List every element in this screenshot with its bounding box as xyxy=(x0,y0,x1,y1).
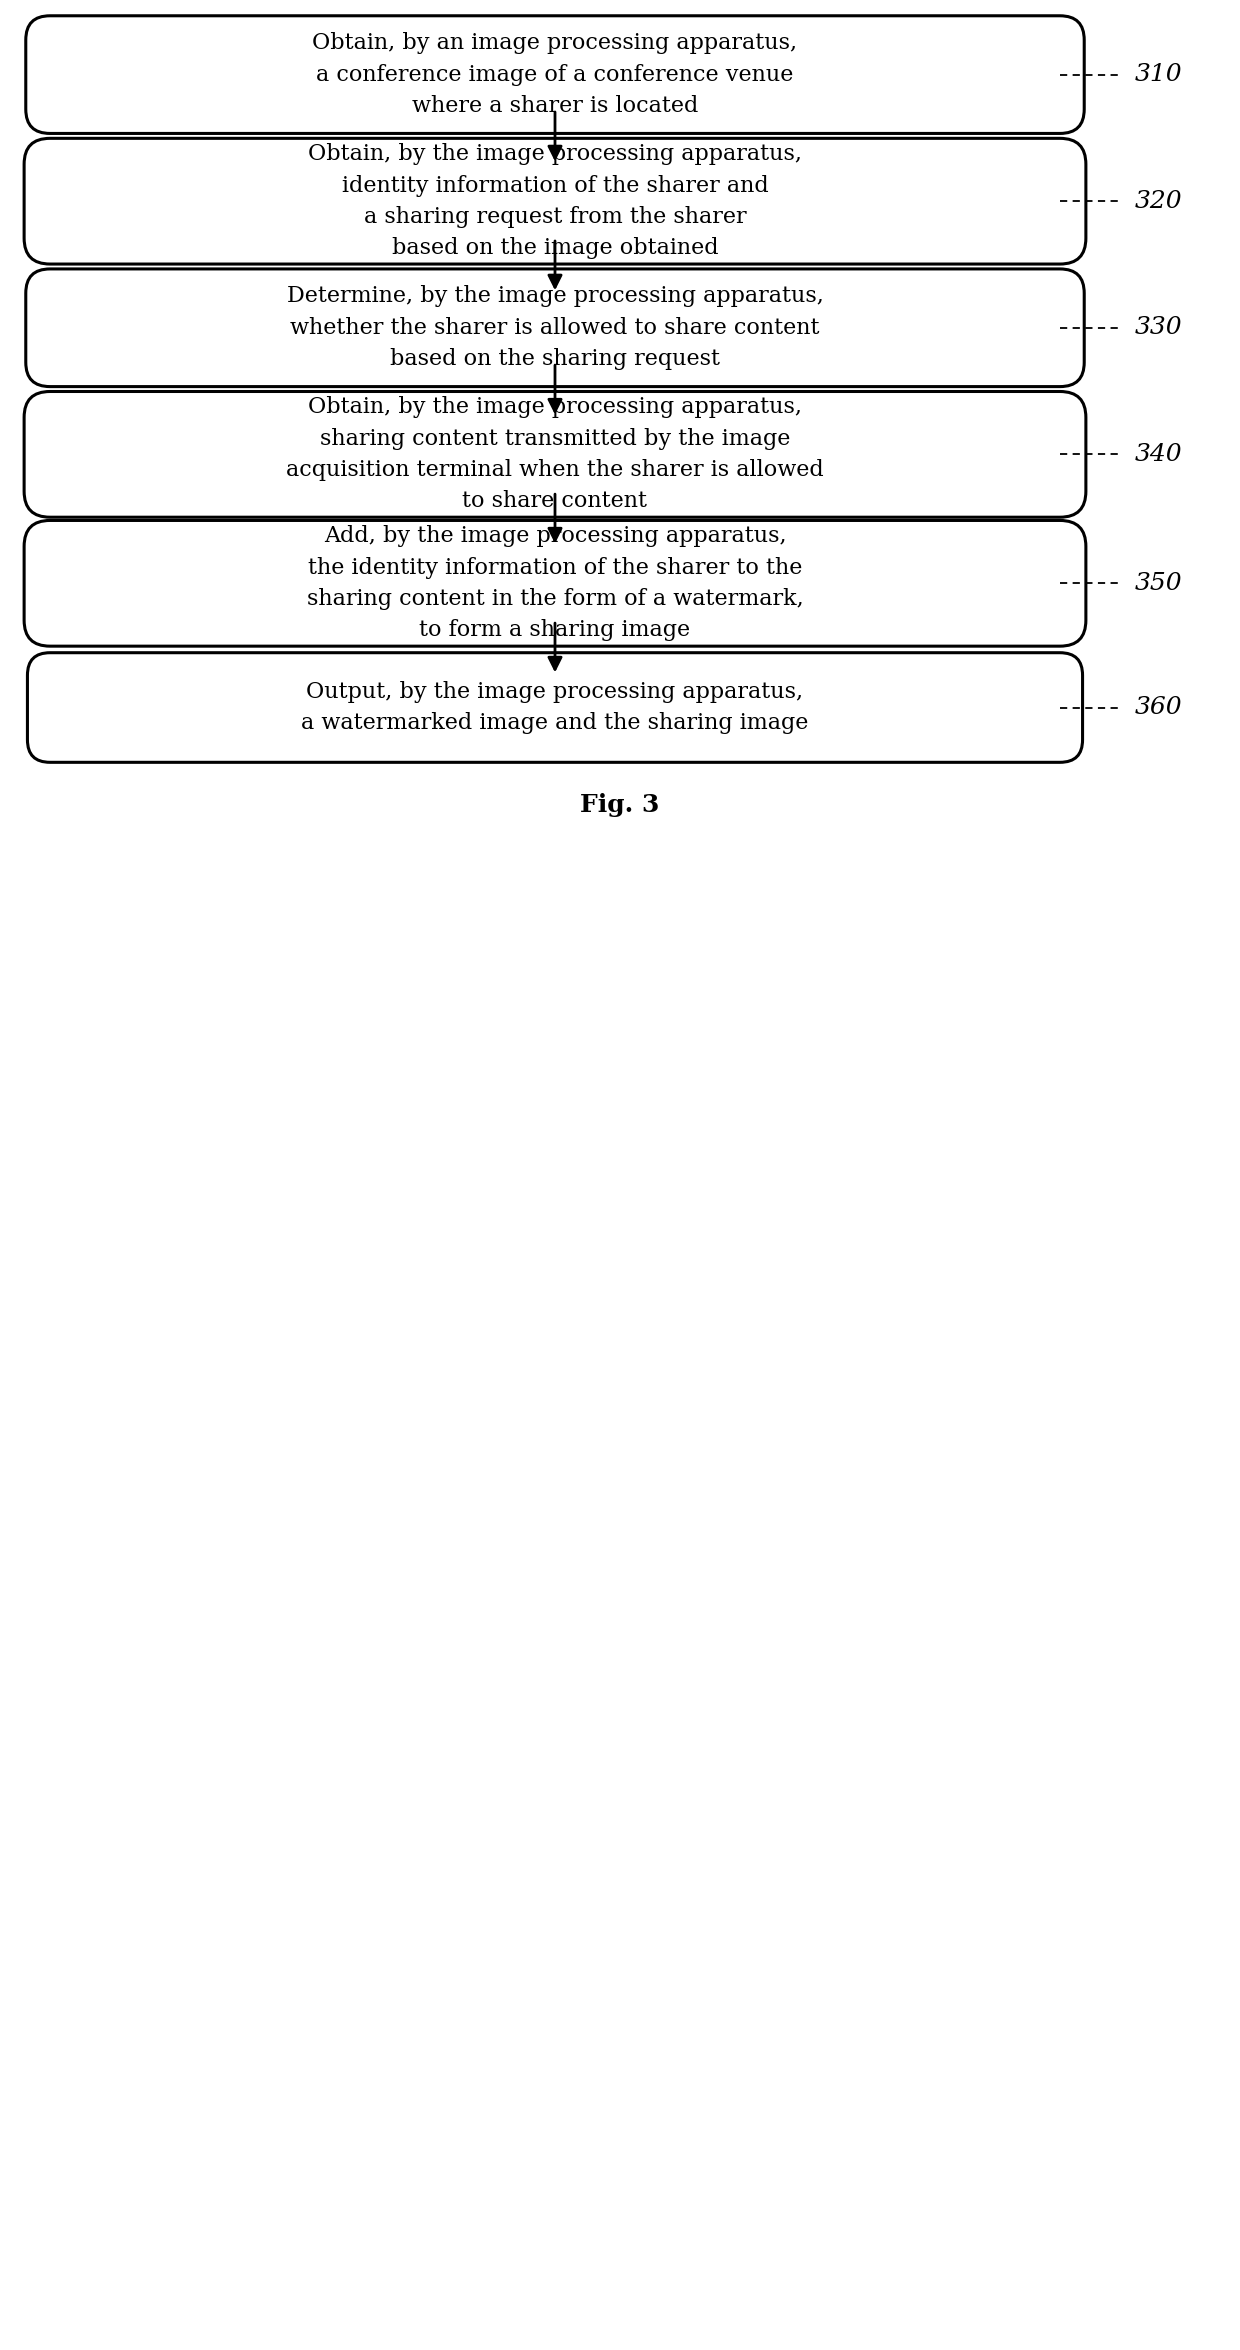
Text: 350: 350 xyxy=(1135,571,1183,595)
Text: 310: 310 xyxy=(1135,63,1183,87)
FancyBboxPatch shape xyxy=(26,268,1084,388)
Text: Output, by the image processing apparatus,
a watermarked image and the sharing i: Output, by the image processing apparatu… xyxy=(301,682,808,733)
FancyBboxPatch shape xyxy=(27,653,1083,761)
Text: Obtain, by the image processing apparatus,
identity information of the sharer an: Obtain, by the image processing apparatu… xyxy=(308,143,802,258)
FancyBboxPatch shape xyxy=(24,392,1086,517)
FancyBboxPatch shape xyxy=(24,519,1086,646)
Text: Add, by the image processing apparatus,
the identity information of the sharer t: Add, by the image processing apparatus, … xyxy=(306,526,804,642)
FancyBboxPatch shape xyxy=(24,139,1086,263)
Text: Obtain, by an image processing apparatus,
a conference image of a conference ven: Obtain, by an image processing apparatus… xyxy=(312,33,797,118)
Text: Fig. 3: Fig. 3 xyxy=(580,792,660,818)
Text: 340: 340 xyxy=(1135,442,1183,465)
Text: 320: 320 xyxy=(1135,190,1183,214)
Text: Determine, by the image processing apparatus,
whether the sharer is allowed to s: Determine, by the image processing appar… xyxy=(286,284,823,369)
Text: Obtain, by the image processing apparatus,
sharing content transmitted by the im: Obtain, by the image processing apparatu… xyxy=(286,397,823,512)
Text: 330: 330 xyxy=(1135,317,1183,338)
Text: 360: 360 xyxy=(1135,696,1183,719)
FancyBboxPatch shape xyxy=(26,16,1084,134)
